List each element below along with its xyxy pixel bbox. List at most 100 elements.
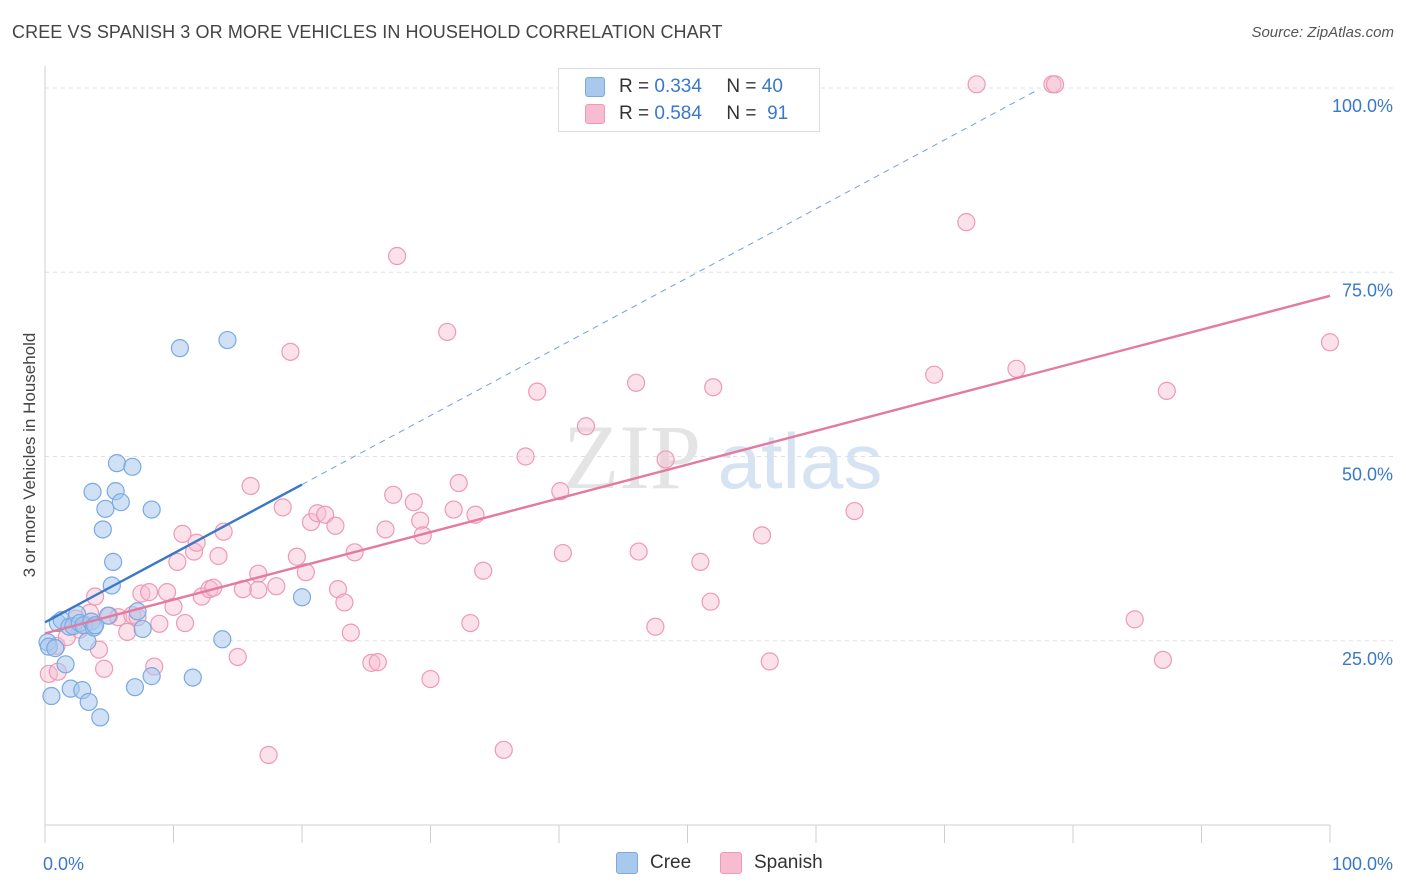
spanish-point (576, 417, 596, 436)
spanish-point (646, 617, 665, 636)
spanish-point (551, 482, 570, 501)
spanish-point (1007, 359, 1026, 378)
cree-point (183, 668, 202, 687)
spanish-trend-line (44, 294, 1331, 635)
spanish-n-value: 91 (767, 103, 789, 124)
spanish-point (626, 373, 646, 392)
cree-point (46, 639, 65, 658)
bottom-cree-label: Cree (650, 852, 692, 873)
spanish-point (1157, 381, 1176, 401)
spanish-point (444, 500, 463, 519)
spanish-point (175, 613, 195, 633)
cree-point (56, 655, 75, 674)
cree-point (170, 339, 190, 358)
spanish-point (967, 75, 986, 94)
spanish-point (404, 493, 423, 512)
spanish-point (308, 504, 327, 523)
tick-labels: 25.0% 50.0% 75.0% 100.0% 0.0% 100.0% (43, 96, 1393, 874)
watermark-atlas: atlas (718, 417, 883, 505)
spanish-point (368, 653, 387, 672)
spanish-point (132, 584, 151, 603)
y-tick-label: 75.0% (1342, 280, 1393, 300)
spanish-point (326, 516, 345, 535)
source-label: Source: ZipAtlas.com (1251, 24, 1394, 41)
spanish-point (1320, 333, 1340, 352)
bottom-legend-cree: Cree (616, 852, 691, 874)
cree-point (142, 500, 161, 519)
spanish-point (118, 622, 137, 642)
cree-point (83, 482, 102, 501)
spanish-point (691, 552, 710, 571)
cree-n-value: 40 (761, 76, 783, 97)
spanish-point (259, 745, 278, 765)
cree-point (213, 630, 232, 649)
cree-point (93, 520, 112, 539)
spanish-n-label: N = (726, 103, 757, 124)
spanish-point (752, 526, 772, 545)
spanish-point (845, 501, 864, 521)
y-tick-label: 50.0% (1342, 465, 1393, 485)
spanish-point (701, 592, 720, 611)
spanish-point (249, 580, 268, 599)
cree-point (107, 454, 127, 473)
spanish-point (494, 740, 513, 759)
spanish-point (925, 365, 944, 384)
cree-point (218, 330, 237, 350)
spanish-r-label: R = (619, 103, 650, 124)
cree-point (79, 692, 98, 712)
spanish-point (241, 476, 260, 496)
spanish-point (449, 473, 468, 493)
spanish-point (760, 652, 779, 671)
cree-trend-line (44, 483, 303, 624)
spanish-point (267, 577, 286, 596)
cree-point (123, 457, 142, 476)
spanish-point (1125, 610, 1144, 629)
bottom-spanish-swatch (720, 852, 742, 874)
spanish-point (461, 613, 480, 633)
trend-lines (44, 91, 1331, 635)
spanish-swatch (585, 104, 605, 124)
spanish-point (362, 653, 381, 672)
cree-swatch (585, 77, 605, 97)
cree-point (142, 667, 161, 686)
spanish-point (421, 669, 440, 689)
spanish-point (376, 520, 395, 539)
spanish-point (1045, 75, 1065, 94)
spanish-point (957, 213, 976, 232)
spanish-point (528, 382, 547, 401)
watermark: ZIP atlas (563, 406, 882, 508)
cree-point (96, 499, 115, 518)
spanish-point (411, 511, 430, 530)
spanish-point (209, 546, 228, 566)
spanish-point (150, 614, 169, 633)
spanish-point (164, 597, 183, 616)
y-tick-label: 25.0% (1342, 649, 1393, 669)
bottom-cree-swatch (616, 852, 638, 874)
spanish-point (553, 543, 572, 563)
spanish-point (95, 659, 114, 678)
chart-title: CREE VS SPANISH 3 OR MORE VEHICLES IN HO… (12, 22, 723, 42)
spanish-point (629, 542, 648, 561)
spanish-point (384, 485, 403, 504)
cree-point (292, 588, 312, 607)
cree-r-label: R = (619, 76, 650, 97)
cree-point (133, 619, 152, 639)
spanish-point (516, 447, 535, 466)
spanish-point (474, 561, 493, 580)
cree-point (91, 708, 110, 727)
bottom-spanish-label: Spanish (754, 852, 823, 873)
spanish-point (139, 583, 159, 602)
legend-row-spanish: R = 0.584 N = 91 (585, 101, 788, 127)
legend-row-cree: R = 0.334 N = 40 (585, 74, 783, 100)
cree-point (111, 493, 130, 512)
bottom-legend-spanish: Spanish (720, 852, 823, 874)
spanish-point (228, 647, 247, 667)
spanish-point (1153, 650, 1173, 670)
cree-n-label: N = (726, 76, 757, 97)
correlation-legend: R = 0.334 N = 40 R = 0.584 N = 91 (558, 68, 820, 132)
cree-r-value: 0.334 (654, 76, 702, 97)
gridlines (45, 87, 1395, 642)
spanish-point (273, 498, 292, 517)
x-tick-label-min: 0.0% (43, 854, 84, 874)
